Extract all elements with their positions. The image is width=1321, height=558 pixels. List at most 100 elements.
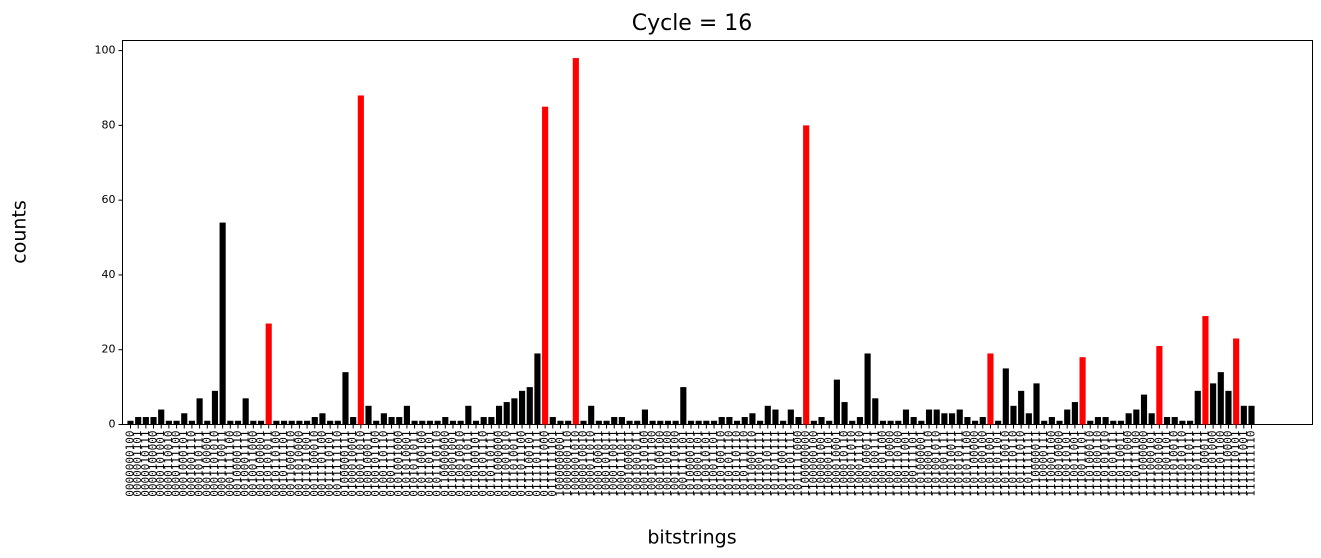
bar xyxy=(196,398,203,425)
x-tick-label: 1110000011 xyxy=(1030,431,1043,497)
bar xyxy=(204,420,211,425)
bar xyxy=(1033,383,1040,425)
x-tick-label: 0110010010 xyxy=(454,431,467,497)
x-tick-label: 1011011111 xyxy=(768,431,781,497)
bar xyxy=(1064,409,1071,425)
x-tick-label: 1101010011 xyxy=(945,431,958,497)
bar xyxy=(181,413,188,425)
x-tick-label: 1110100110 xyxy=(1091,431,1104,497)
bar xyxy=(987,353,994,425)
bar xyxy=(296,420,303,425)
x-tick-label: 0000010111 xyxy=(139,431,152,497)
x-tick-label: 1000101011 xyxy=(600,431,613,497)
bar xyxy=(511,398,518,425)
bar xyxy=(649,420,656,425)
x-tick-label: 1110101111 xyxy=(1106,431,1119,497)
x-tick-label: 1110011101 xyxy=(1076,431,1089,497)
x-tick-label: 1110111100 xyxy=(1129,431,1142,497)
y-tick-label: 20 xyxy=(102,343,116,356)
x-tick-label: 0111011100 xyxy=(515,431,528,497)
x-tick-label: 1101111111 xyxy=(1022,431,1035,497)
x-tick-label: 1100010001 xyxy=(830,431,843,497)
bar xyxy=(273,420,280,425)
bar xyxy=(872,398,879,425)
bar xyxy=(1010,405,1017,425)
bar xyxy=(826,420,833,425)
bar xyxy=(449,420,457,425)
bar xyxy=(611,417,618,425)
x-tick-label: 1111010110 xyxy=(1175,431,1188,497)
x-tick-label: 1100111101 xyxy=(907,431,920,497)
bar xyxy=(595,420,602,425)
x-tick-label: 1001110100 xyxy=(669,431,682,497)
x-tick-label: 0010000110 xyxy=(231,431,244,497)
bar xyxy=(657,420,664,425)
bar xyxy=(442,417,449,425)
bar xyxy=(150,417,157,425)
bar xyxy=(457,420,464,425)
bar xyxy=(710,420,718,425)
bar xyxy=(549,417,556,425)
x-tick-label: 0001010111 xyxy=(193,431,206,497)
x-tick-label: 0000001101 xyxy=(131,431,144,497)
bar xyxy=(841,402,848,425)
bar xyxy=(972,420,979,425)
x-tick-label: 1101011100 xyxy=(960,430,973,496)
x-tick-label: 0101010001 xyxy=(400,431,413,497)
bar xyxy=(1217,372,1224,425)
bar xyxy=(810,420,817,425)
x-tick-label: 1111001101 xyxy=(1160,431,1173,497)
bar xyxy=(1187,420,1194,425)
x-tick-label: 1011111000 xyxy=(791,431,804,497)
bar xyxy=(1041,420,1048,425)
bar xyxy=(749,413,756,425)
y-tick-label: 40 xyxy=(102,268,116,281)
bar xyxy=(434,420,441,425)
x-tick-label: 1001100100 xyxy=(653,431,666,497)
bar xyxy=(1233,338,1240,425)
x-tick-label: 1110110011 xyxy=(1114,431,1127,497)
x-tick-label: 1111011111 xyxy=(1191,431,1204,497)
bar xyxy=(1148,413,1155,425)
bar xyxy=(350,417,357,425)
x-tick-label: 0011000110 xyxy=(285,431,298,497)
bar xyxy=(472,420,480,425)
x-tick-label: 1111001001 xyxy=(1152,431,1165,497)
x-tick-label: 0100101100 xyxy=(369,431,382,497)
x-tick-label: 0011111110 xyxy=(331,431,344,497)
bar xyxy=(565,420,572,425)
x-tick-label: 1110010101 xyxy=(1060,431,1073,497)
x-tick-label: 1100101100 xyxy=(876,431,889,497)
bar xyxy=(1133,409,1140,425)
chart-title: Cycle = 16 xyxy=(632,11,753,36)
x-tick-label: 1000000001 xyxy=(553,431,566,497)
bar xyxy=(334,420,341,425)
x-tick-label: 1110010000 xyxy=(1053,431,1066,497)
bar xyxy=(403,405,410,425)
x-tick-label: 0010111101 xyxy=(277,431,290,497)
bar xyxy=(1248,405,1255,425)
bar xyxy=(703,420,710,425)
bar xyxy=(311,417,318,425)
x-tick-label: 0010011000 xyxy=(246,431,259,497)
bar xyxy=(887,420,894,425)
x-tick-label: 0101100100 xyxy=(415,431,428,497)
bar xyxy=(726,417,733,425)
x-tick-label: 0011011001 xyxy=(300,431,313,497)
bar xyxy=(618,417,625,425)
bar xyxy=(265,323,272,425)
bar xyxy=(1240,405,1247,425)
x-tick-label: 0101001000 xyxy=(392,431,405,497)
bar xyxy=(626,420,633,425)
bar xyxy=(918,420,925,425)
x-tick-label: 1011100111 xyxy=(776,431,789,497)
bar xyxy=(964,417,971,425)
bar xyxy=(1140,394,1148,425)
x-tick-label: 1101111010 xyxy=(1014,430,1027,496)
bar xyxy=(219,222,226,425)
bar xyxy=(895,420,902,425)
x-tick-label: 1101001010 xyxy=(930,431,943,497)
bar xyxy=(1210,383,1217,425)
x-tick-label: 1100001101 xyxy=(822,431,835,497)
x-tick-label: 1010000101 xyxy=(684,431,697,497)
